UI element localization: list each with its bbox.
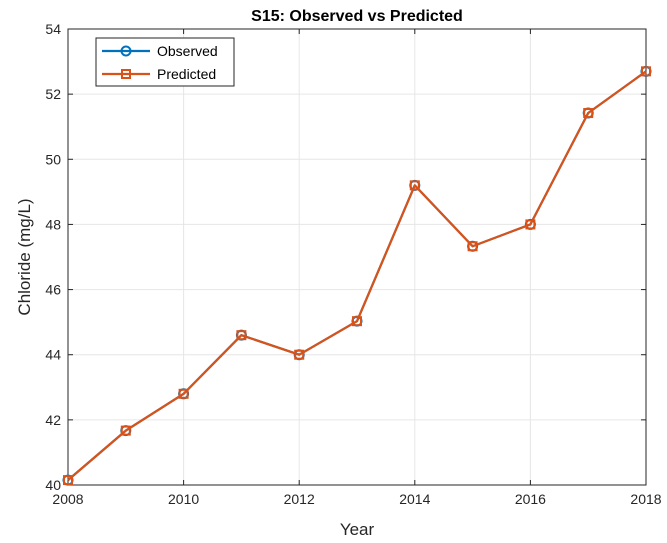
y-tick-label: 40 xyxy=(45,477,61,493)
point-predicted xyxy=(178,388,189,399)
y-tick-label: 48 xyxy=(45,216,61,232)
point-predicted xyxy=(63,475,73,486)
legend-marker-observed xyxy=(120,45,132,57)
point-predicted xyxy=(525,219,536,230)
point-predicted xyxy=(120,425,131,436)
legend-label-observed: Observed xyxy=(157,43,218,59)
y-tick-label: 50 xyxy=(45,151,61,167)
point-predicted xyxy=(641,66,651,77)
x-tick-label: 2016 xyxy=(515,491,546,507)
point-predicted xyxy=(409,180,420,191)
y-tick-label: 52 xyxy=(45,86,61,102)
plot-area xyxy=(68,29,646,485)
legend: Observed Predicted xyxy=(95,37,235,87)
x-axis-label: Year xyxy=(340,520,375,539)
legend-label-predicted: Predicted xyxy=(157,66,216,82)
x-tick-label: 2014 xyxy=(399,491,430,507)
axes-box xyxy=(67,28,647,486)
point-predicted xyxy=(352,316,362,327)
legend-items xyxy=(102,45,150,79)
point-predicted xyxy=(236,330,247,341)
x-tick-label: 2018 xyxy=(630,491,661,507)
y-tick-label: 46 xyxy=(45,282,61,298)
series-line-predicted xyxy=(67,70,647,481)
legend-marker-predicted xyxy=(121,69,131,79)
point-predicted xyxy=(294,349,305,360)
point-predicted xyxy=(467,241,478,252)
point-predicted xyxy=(583,108,594,119)
y-tick-label: 42 xyxy=(45,412,61,428)
y-tick-label: 44 xyxy=(45,347,61,363)
ticks: 2008 2010 2012 2014 2016 2018 40 42 44 46 48 50 52 54 xyxy=(45,21,661,507)
chart-title: S15: Observed vs Predicted xyxy=(251,8,463,25)
x-tick-label: 2008 xyxy=(52,491,83,507)
y-axis-label: Chloride (mg/L) xyxy=(15,198,34,315)
y-tick-label: 54 xyxy=(45,21,61,37)
series-layer xyxy=(62,65,652,486)
series-predicted xyxy=(63,66,651,486)
x-tick-label: 2010 xyxy=(168,491,199,507)
legend-box xyxy=(95,37,235,87)
x-tick-label: 2012 xyxy=(284,491,315,507)
